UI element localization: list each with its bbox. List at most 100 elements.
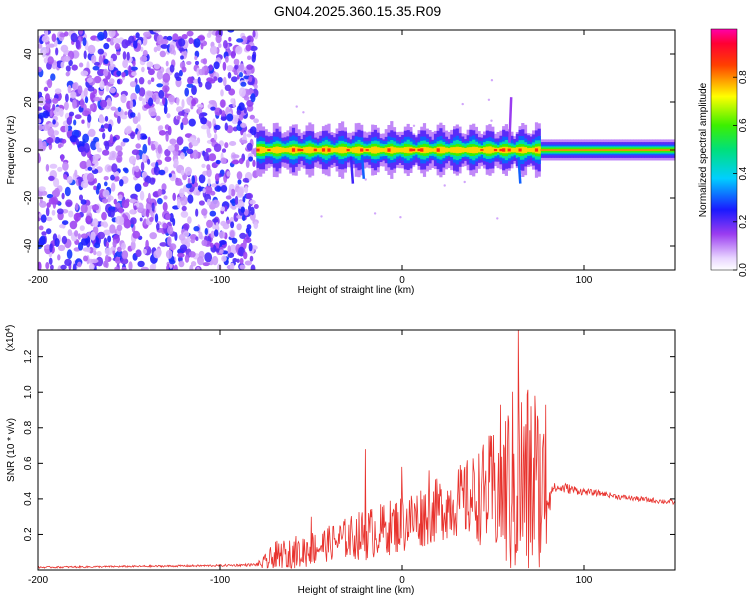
noise-blob	[46, 216, 53, 222]
noise-blob	[181, 99, 185, 109]
signal-band-cell	[526, 148, 530, 152]
signal-band-cell	[529, 147, 533, 153]
signal-band-cell	[302, 147, 306, 153]
noise-blob	[114, 43, 121, 50]
y-tick-label: 20	[23, 96, 34, 108]
noise-blob	[156, 70, 163, 80]
noise-blob	[121, 250, 129, 260]
noise-blob	[122, 51, 127, 60]
noise-blob	[206, 164, 211, 171]
signal-band-cell	[341, 146, 345, 154]
noise-blob	[40, 214, 47, 223]
noise-blob	[87, 114, 92, 123]
noise-blob	[156, 223, 160, 231]
noise-blob	[38, 97, 46, 106]
noise-blob	[147, 136, 151, 146]
noise-blob	[243, 251, 248, 260]
noise-blob	[252, 30, 256, 38]
signal-band-cell	[578, 149, 582, 151]
signal-band-cell	[556, 149, 560, 151]
noise-blob	[184, 108, 191, 113]
signal-band-cell	[398, 147, 402, 153]
noise-blob	[246, 142, 253, 151]
signal-band-cell	[360, 148, 364, 152]
signal-band-cell	[551, 149, 555, 151]
signal-band-cell	[291, 148, 296, 152]
noise-blob	[54, 136, 61, 144]
noise-blob	[240, 35, 248, 45]
noise-blob	[129, 112, 136, 118]
noise-blob	[135, 249, 142, 257]
noise-blob	[190, 261, 197, 267]
sparse-point	[490, 79, 494, 82]
sparse-point	[320, 215, 323, 218]
noise-blob	[229, 230, 235, 238]
noise-blob	[158, 130, 166, 136]
noise-blob	[230, 98, 235, 104]
noise-blob	[208, 30, 212, 36]
signal-band-cell	[562, 149, 566, 151]
signal-band-cell	[371, 146, 375, 154]
noise-blob	[90, 258, 99, 264]
noise-blob	[208, 153, 217, 162]
noise-blob	[51, 209, 56, 216]
noise-blob	[193, 38, 201, 48]
signal-band-cell	[294, 146, 298, 154]
noise-blob	[226, 125, 234, 134]
signal-band-cell	[491, 147, 495, 153]
noise-blob	[66, 175, 73, 184]
signal-band-cell	[343, 147, 347, 153]
noise-blob	[240, 122, 247, 128]
signal-band-cell	[316, 147, 320, 153]
signal-band-cell	[581, 149, 585, 151]
noise-blob	[70, 91, 77, 99]
noise-blob	[54, 88, 62, 94]
noise-blob	[173, 158, 179, 167]
noise-blob	[244, 185, 249, 194]
snr-panel: -200 -100 0 100 0.2 0.4 0.6 0.8 1.0 1.2 Height of…	[5, 325, 676, 596]
noise-blob	[117, 194, 123, 200]
noise-blob	[181, 117, 189, 126]
noise-blob	[214, 124, 221, 130]
signal-band-cell	[436, 148, 440, 152]
spectrogram-x-label: Height of straight line (km)	[298, 285, 415, 296]
noise-blob	[227, 252, 235, 258]
y-tick-label: -40	[23, 238, 34, 253]
signal-band-cell	[420, 148, 424, 152]
noise-blob	[134, 165, 140, 173]
noise-blob	[251, 53, 256, 63]
noise-blob	[114, 266, 120, 270]
signal-band-cell	[540, 149, 544, 151]
noise-blob	[164, 156, 172, 163]
noise-blob	[80, 70, 89, 77]
noise-blob	[180, 169, 185, 176]
noise-blob	[129, 209, 135, 215]
noise-blob	[188, 251, 196, 258]
noise-blob	[187, 216, 192, 224]
noise-blob	[229, 141, 237, 146]
signal-band-cell	[259, 146, 263, 154]
noise-blob	[117, 115, 121, 124]
noise-blob	[200, 124, 208, 130]
noise-blob	[71, 64, 78, 71]
noise-blob	[70, 32, 78, 43]
noise-blob	[253, 221, 259, 229]
noise-blob	[113, 37, 120, 44]
noise-blob	[109, 134, 114, 144]
noise-blob	[53, 177, 60, 188]
noise-blob	[226, 171, 231, 177]
noise-blob	[243, 107, 247, 114]
noise-blob	[102, 149, 110, 156]
noise-blob	[38, 225, 44, 231]
signal-band-cell	[264, 148, 268, 153]
noise-blob	[126, 51, 130, 61]
noise-blob	[226, 65, 234, 72]
noise-blob	[87, 166, 93, 171]
signal-band-cell	[603, 149, 607, 151]
noise-blob	[80, 233, 88, 239]
signal-band-cell	[327, 148, 331, 152]
signal-band-cell	[412, 148, 416, 152]
noise-blob	[173, 264, 178, 270]
noise-blob	[118, 206, 124, 214]
noise-blob	[218, 231, 226, 239]
